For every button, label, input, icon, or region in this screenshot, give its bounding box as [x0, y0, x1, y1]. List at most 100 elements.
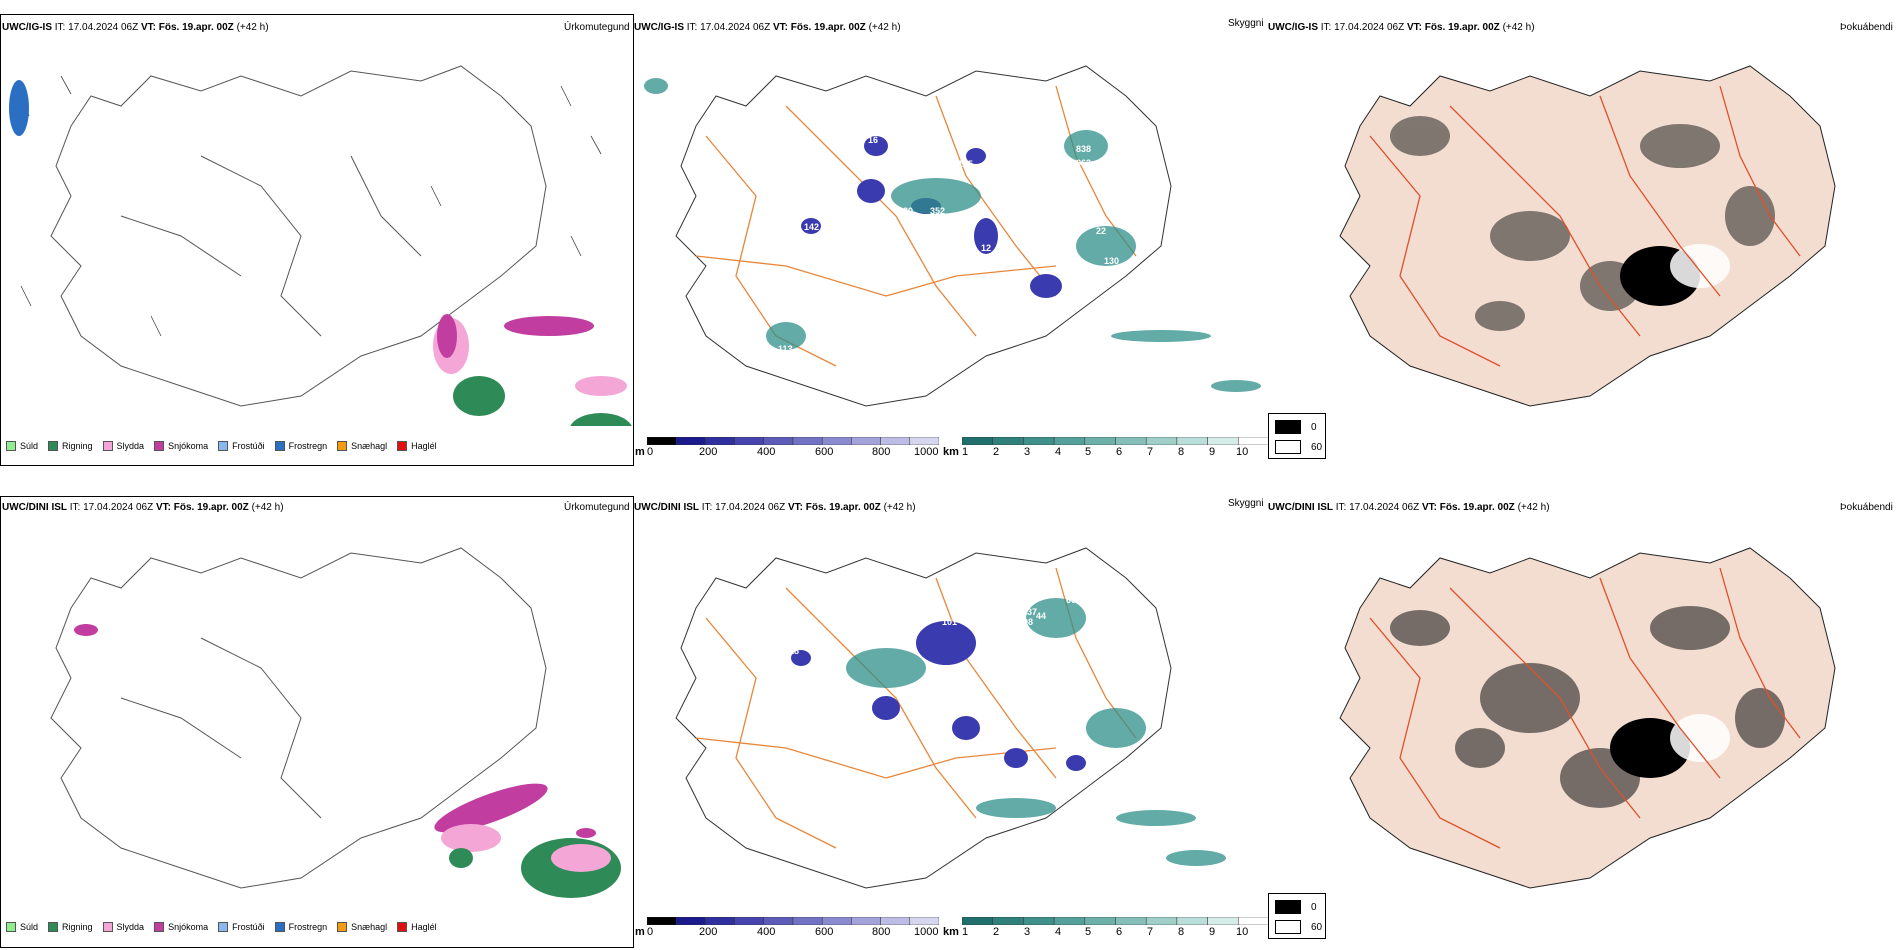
vis-label: 12 [956, 214, 966, 224]
colorbar-cell [962, 437, 993, 445]
colorbar-cell [1084, 917, 1116, 925]
km-tick: 4 [1055, 926, 1062, 938]
map-visibility-bottom: 600 237 121 101 208 44 618 12 101 16 179… [675, 547, 1226, 889]
iceland-outline [50, 65, 547, 407]
lead-time: (+42 h) [251, 502, 284, 513]
lead-time: (+42 h) [868, 22, 901, 33]
colorbar-cell [675, 437, 706, 445]
km-tick: 8 [1178, 446, 1185, 458]
km-tick: 7 [1147, 446, 1154, 458]
vis-label: 230 [898, 206, 913, 216]
model-name: UWC/IG-IS [1268, 22, 1318, 33]
vis-label: 44 [1036, 611, 1046, 621]
vt-label: VT: [1421, 502, 1437, 513]
km-tick: 5 [1085, 446, 1092, 458]
legend-label: Frostregn [288, 441, 328, 451]
vis-label: 453 [1064, 186, 1079, 196]
legend-swatch [274, 922, 285, 932]
legend-swatch [337, 922, 348, 932]
km-unit-label-top: km [943, 446, 959, 458]
km-unit-label-bottom: km [943, 926, 959, 938]
vis-label: 142 [804, 222, 819, 232]
snjokoma-area-2 [437, 314, 457, 358]
legend-item: Rigning [48, 441, 93, 451]
legend-item: Snjókoma [154, 441, 208, 451]
colorbar-cell [1238, 917, 1269, 925]
vis-label: 662 [1076, 158, 1091, 168]
it-value: 17.04.2024 06Z [68, 22, 139, 33]
it-label: IT: [1320, 22, 1332, 33]
panel-header-fog-top: UWC/IG-IS IT: 17.04.2024 06Z VT: Fös. 19… [1268, 22, 1535, 33]
km-tick: 6 [1116, 926, 1123, 938]
legend-item: Frostregn [274, 922, 327, 932]
colorbar-cell [792, 917, 823, 925]
rigning-area-2 [570, 413, 632, 426]
legend-swatch [6, 922, 16, 932]
legend-label: Frostúði [232, 922, 265, 932]
legend-item: Súld [6, 441, 38, 451]
precip-legend-top: Súld Rigning Slydda Snjókoma Frostúði Fr… [6, 441, 437, 451]
iceland-outline [50, 547, 547, 889]
legend-label: Súld [20, 922, 39, 932]
meter-unit-label-bottom: m [635, 926, 645, 938]
colorbar-cell [821, 437, 852, 445]
colorbar-cell [880, 917, 911, 925]
colorbar-cell [821, 917, 852, 925]
map-fog-top [1339, 65, 1836, 407]
vt-value: Fös. 19.apr. 00Z [1424, 22, 1500, 33]
map-precip-bottom [50, 547, 621, 898]
lead-time: (+42 h) [236, 22, 269, 33]
vis-label: 838 [1076, 144, 1091, 154]
vt-label: VT: [787, 502, 803, 513]
panel-title-visibility-top: Skyggni [1228, 18, 1264, 29]
model-name: UWC/IG-IS [634, 22, 684, 33]
colorbar-cell [763, 437, 794, 445]
panel-title-fog-bottom: Þokuábendi [1840, 502, 1893, 513]
legend-label: Rigning [62, 922, 93, 932]
colorbar-cell [1176, 437, 1208, 445]
km-tick: 1 [962, 926, 969, 938]
fog-swatch-black [1275, 420, 1301, 434]
vis-label: 179 [1084, 685, 1099, 695]
colorbar-cell [992, 917, 1024, 925]
colorbar-cell [1238, 437, 1269, 445]
vt-label: VT: [140, 22, 156, 33]
legend-swatch [102, 441, 113, 451]
meter-tick: 400 [757, 926, 776, 938]
colorbar-cell [1023, 437, 1055, 445]
legend-swatch [48, 922, 59, 932]
vt-label: VT: [772, 22, 788, 33]
colorbar-cell [675, 917, 706, 925]
legend-swatch [274, 441, 285, 451]
km-tick: 4 [1055, 446, 1062, 458]
km-tick: 9 [1209, 446, 1216, 458]
colorbar-cells [647, 917, 939, 925]
colorbar-cell [1115, 437, 1147, 445]
km-tick: 10 [1236, 446, 1249, 458]
legend-item: Snæhagl [337, 441, 387, 451]
vis-label: 130 [1104, 256, 1119, 266]
lead-time: (+42 h) [1502, 22, 1535, 33]
vis-label: 105 [958, 159, 973, 169]
legend-swatch [337, 441, 348, 451]
km-tick: 3 [1024, 926, 1031, 938]
it-label: IT: [54, 22, 66, 33]
it-value: 17.04.2024 06Z [715, 502, 786, 513]
vis-label: 108 [1054, 706, 1069, 716]
legend-item: Slydda [102, 922, 144, 932]
km-tick: 5 [1085, 926, 1092, 938]
legend-item: Rigning [48, 922, 93, 932]
fog-label: 60 [1311, 921, 1323, 933]
panel-header-precip-top: UWC/IG-IS IT: 17.04.2024 06Z VT: Fös. 19… [2, 22, 269, 33]
colorbar-cell [734, 917, 765, 925]
colorbar-cell [647, 437, 677, 445]
legend-item: Frostregn [274, 441, 328, 451]
colorbar-cell [1145, 437, 1178, 445]
meter-tick: 600 [815, 446, 834, 458]
it-label: IT: [701, 502, 713, 513]
km-tick: 10 [1236, 926, 1249, 938]
vis-label: 148 [926, 728, 941, 738]
vis-label: 208 [1018, 617, 1033, 627]
colorbar-cell [851, 437, 881, 445]
fog-swatch-black [1275, 900, 1301, 914]
